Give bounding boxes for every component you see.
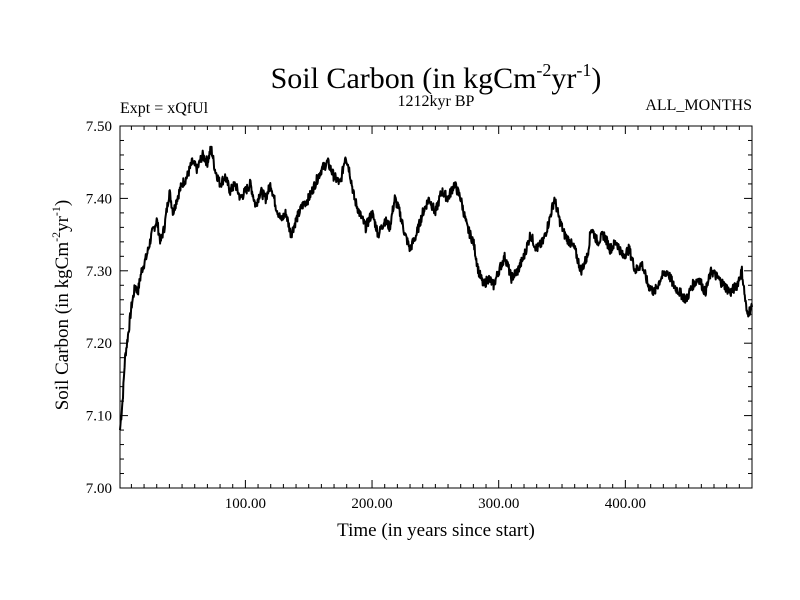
- x-tick-label: 100.00: [225, 496, 266, 512]
- y-tick-labels: 7.00 7.10 7.20 7.30 7.40 7.50: [86, 119, 112, 497]
- axis-ticks: [120, 126, 752, 488]
- y-tick-label: 7.30: [86, 264, 112, 280]
- y-axis-label: Soil Carbon (in kgCm-2yr-1): [49, 200, 73, 411]
- x-tick-label: 200.00: [351, 496, 392, 512]
- experiment-label: Expt = xQfUl: [120, 100, 209, 117]
- period-label: 1212kyr BP: [398, 93, 475, 110]
- x-tick-labels: 100.00 200.00 300.00 400.00: [225, 496, 646, 512]
- x-axis-label: Time (in years since start): [337, 520, 535, 541]
- x-tick-label: 300.00: [478, 496, 519, 512]
- y-tick-label: 7.10: [86, 409, 112, 425]
- soil-carbon-line: [119, 145, 753, 431]
- y-tick-label: 7.20: [86, 336, 112, 352]
- y-tick-label: 7.40: [86, 191, 112, 207]
- chart-title: Soil Carbon (in kgCm-2yr-1): [271, 60, 602, 95]
- months-label: ALL_MONTHS: [645, 97, 752, 114]
- y-tick-label: 7.00: [86, 481, 112, 497]
- plot-frame: [119, 125, 753, 489]
- x-tick-label: 400.00: [605, 496, 646, 512]
- y-tick-label: 7.50: [86, 119, 112, 135]
